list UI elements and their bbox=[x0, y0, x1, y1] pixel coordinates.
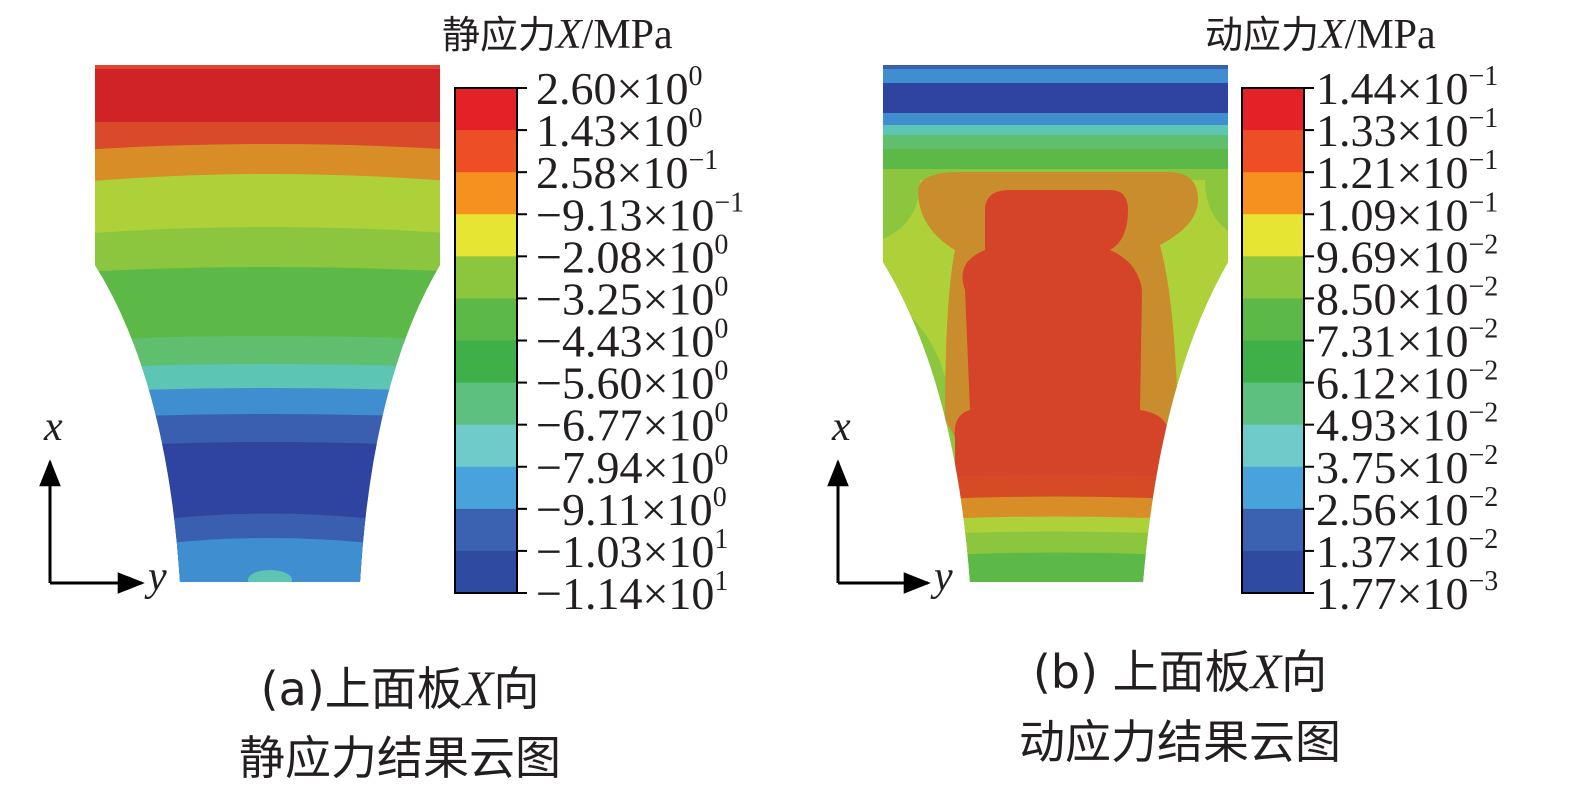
colorbar-label: −1.14×101 bbox=[536, 566, 728, 619]
colorbar-swatch bbox=[455, 466, 517, 510]
colorbar-label: −7.94×100 bbox=[536, 440, 728, 493]
colorbar-swatch bbox=[1242, 466, 1304, 510]
colorbar-label: 1.77×10−3 bbox=[1316, 566, 1498, 619]
colorbar-label: −1.03×101 bbox=[536, 524, 728, 577]
colorbar-label: 1.43×100 bbox=[536, 103, 702, 156]
colorbar-swatch bbox=[455, 256, 517, 299]
legend-title-b: 动应力X/MPa bbox=[1205, 12, 1436, 58]
colorbar-swatch bbox=[455, 298, 517, 341]
colorbar-label: −5.60×100 bbox=[536, 356, 728, 409]
colorbar-swatch bbox=[1242, 508, 1304, 552]
caption-a-line2: 静应力结果云图 bbox=[239, 731, 561, 785]
caption-a-line1: (a)上面板X向 bbox=[261, 660, 540, 716]
colorbar-label: 1.21×10−1 bbox=[1316, 145, 1498, 198]
colorbar-swatch bbox=[1242, 256, 1304, 299]
colorbar-swatch bbox=[455, 340, 517, 384]
colorbar-swatch bbox=[1242, 298, 1304, 341]
colorbar-swatch bbox=[1242, 88, 1304, 131]
colorbar-swatch bbox=[455, 550, 517, 594]
colorbar-label: 9.69×10−2 bbox=[1316, 229, 1498, 282]
colorbar-b bbox=[1241, 87, 1314, 594]
colorbar-label: −9.13×10−1 bbox=[536, 187, 744, 240]
contour-plot-dynamic-stress bbox=[883, 65, 1228, 582]
colorbar-label: 8.50×10−2 bbox=[1316, 271, 1498, 324]
colorbar-label: 1.33×10−1 bbox=[1316, 103, 1498, 156]
colorbar-label: −3.25×100 bbox=[536, 271, 728, 324]
colorbar-label: 4.93×10−2 bbox=[1316, 398, 1498, 451]
colorbar-swatch bbox=[1242, 550, 1304, 594]
colorbar-swatch bbox=[1242, 424, 1304, 468]
colorbar-label: 6.12×10−2 bbox=[1316, 356, 1498, 409]
colorbar-label: −4.43×100 bbox=[536, 314, 728, 367]
legend-title-a: 静应力X/MPa bbox=[442, 12, 673, 58]
colorbar-label: 3.75×10−2 bbox=[1316, 440, 1498, 493]
panel-b: 动应力X/MPa 1.44×10−11.33×10−11.21×10−11.09… bbox=[827, 12, 1498, 769]
colorbar-label: 2.60×100 bbox=[536, 61, 702, 114]
axis-indicator-a: x y bbox=[39, 404, 167, 600]
colorbar-label: 2.56×10−2 bbox=[1316, 482, 1498, 535]
colorbar-swatch bbox=[455, 130, 517, 173]
colorbar-label: 2.58×10−1 bbox=[536, 145, 718, 198]
x-axis-label: x bbox=[43, 404, 63, 450]
colorbar-label: 1.37×10−2 bbox=[1316, 524, 1498, 577]
caption-b-line2: 动应力结果云图 bbox=[1019, 715, 1341, 769]
colorbar-label: −9.11×100 bbox=[536, 482, 727, 535]
colorbar-swatch bbox=[1242, 214, 1304, 257]
colorbar-label: −6.77×100 bbox=[536, 398, 728, 451]
colorbar-labels-b: 1.44×10−11.33×10−11.21×10−11.09×10−19.69… bbox=[1316, 61, 1498, 619]
colorbar-label: 1.44×10−1 bbox=[1316, 61, 1498, 114]
caption-b-line1: (b) 上面板X向 bbox=[1033, 643, 1327, 699]
colorbar-swatch bbox=[455, 214, 517, 257]
colorbar-swatch bbox=[1242, 382, 1304, 426]
colorbar-swatch bbox=[455, 88, 517, 131]
contour-plot-static-stress bbox=[95, 65, 440, 582]
colorbar-label: 1.09×10−1 bbox=[1316, 187, 1498, 240]
colorbar-label: −2.08×100 bbox=[536, 229, 728, 282]
colorbar-swatch bbox=[455, 424, 517, 468]
colorbar-a bbox=[454, 87, 527, 594]
colorbar-swatch bbox=[455, 508, 517, 552]
colorbar-swatch bbox=[1242, 130, 1304, 173]
y-axis-label: y bbox=[144, 554, 167, 600]
panel-a: 静应力X/MPa 2.60×1001.43×1002.58×10−1−9.13×… bbox=[39, 12, 744, 785]
y-axis-label: y bbox=[930, 554, 953, 600]
colorbar-swatch bbox=[455, 172, 517, 215]
colorbar-labels-a: 2.60×1001.43×1002.58×10−1−9.13×10−1−2.08… bbox=[536, 61, 744, 619]
colorbar-swatch bbox=[1242, 172, 1304, 215]
colorbar-label: 7.31×10−2 bbox=[1316, 314, 1498, 367]
x-axis-label: x bbox=[831, 404, 851, 450]
axis-indicator-b: x y bbox=[827, 404, 953, 600]
colorbar-swatch bbox=[1242, 340, 1304, 384]
colorbar-swatch bbox=[455, 382, 517, 426]
